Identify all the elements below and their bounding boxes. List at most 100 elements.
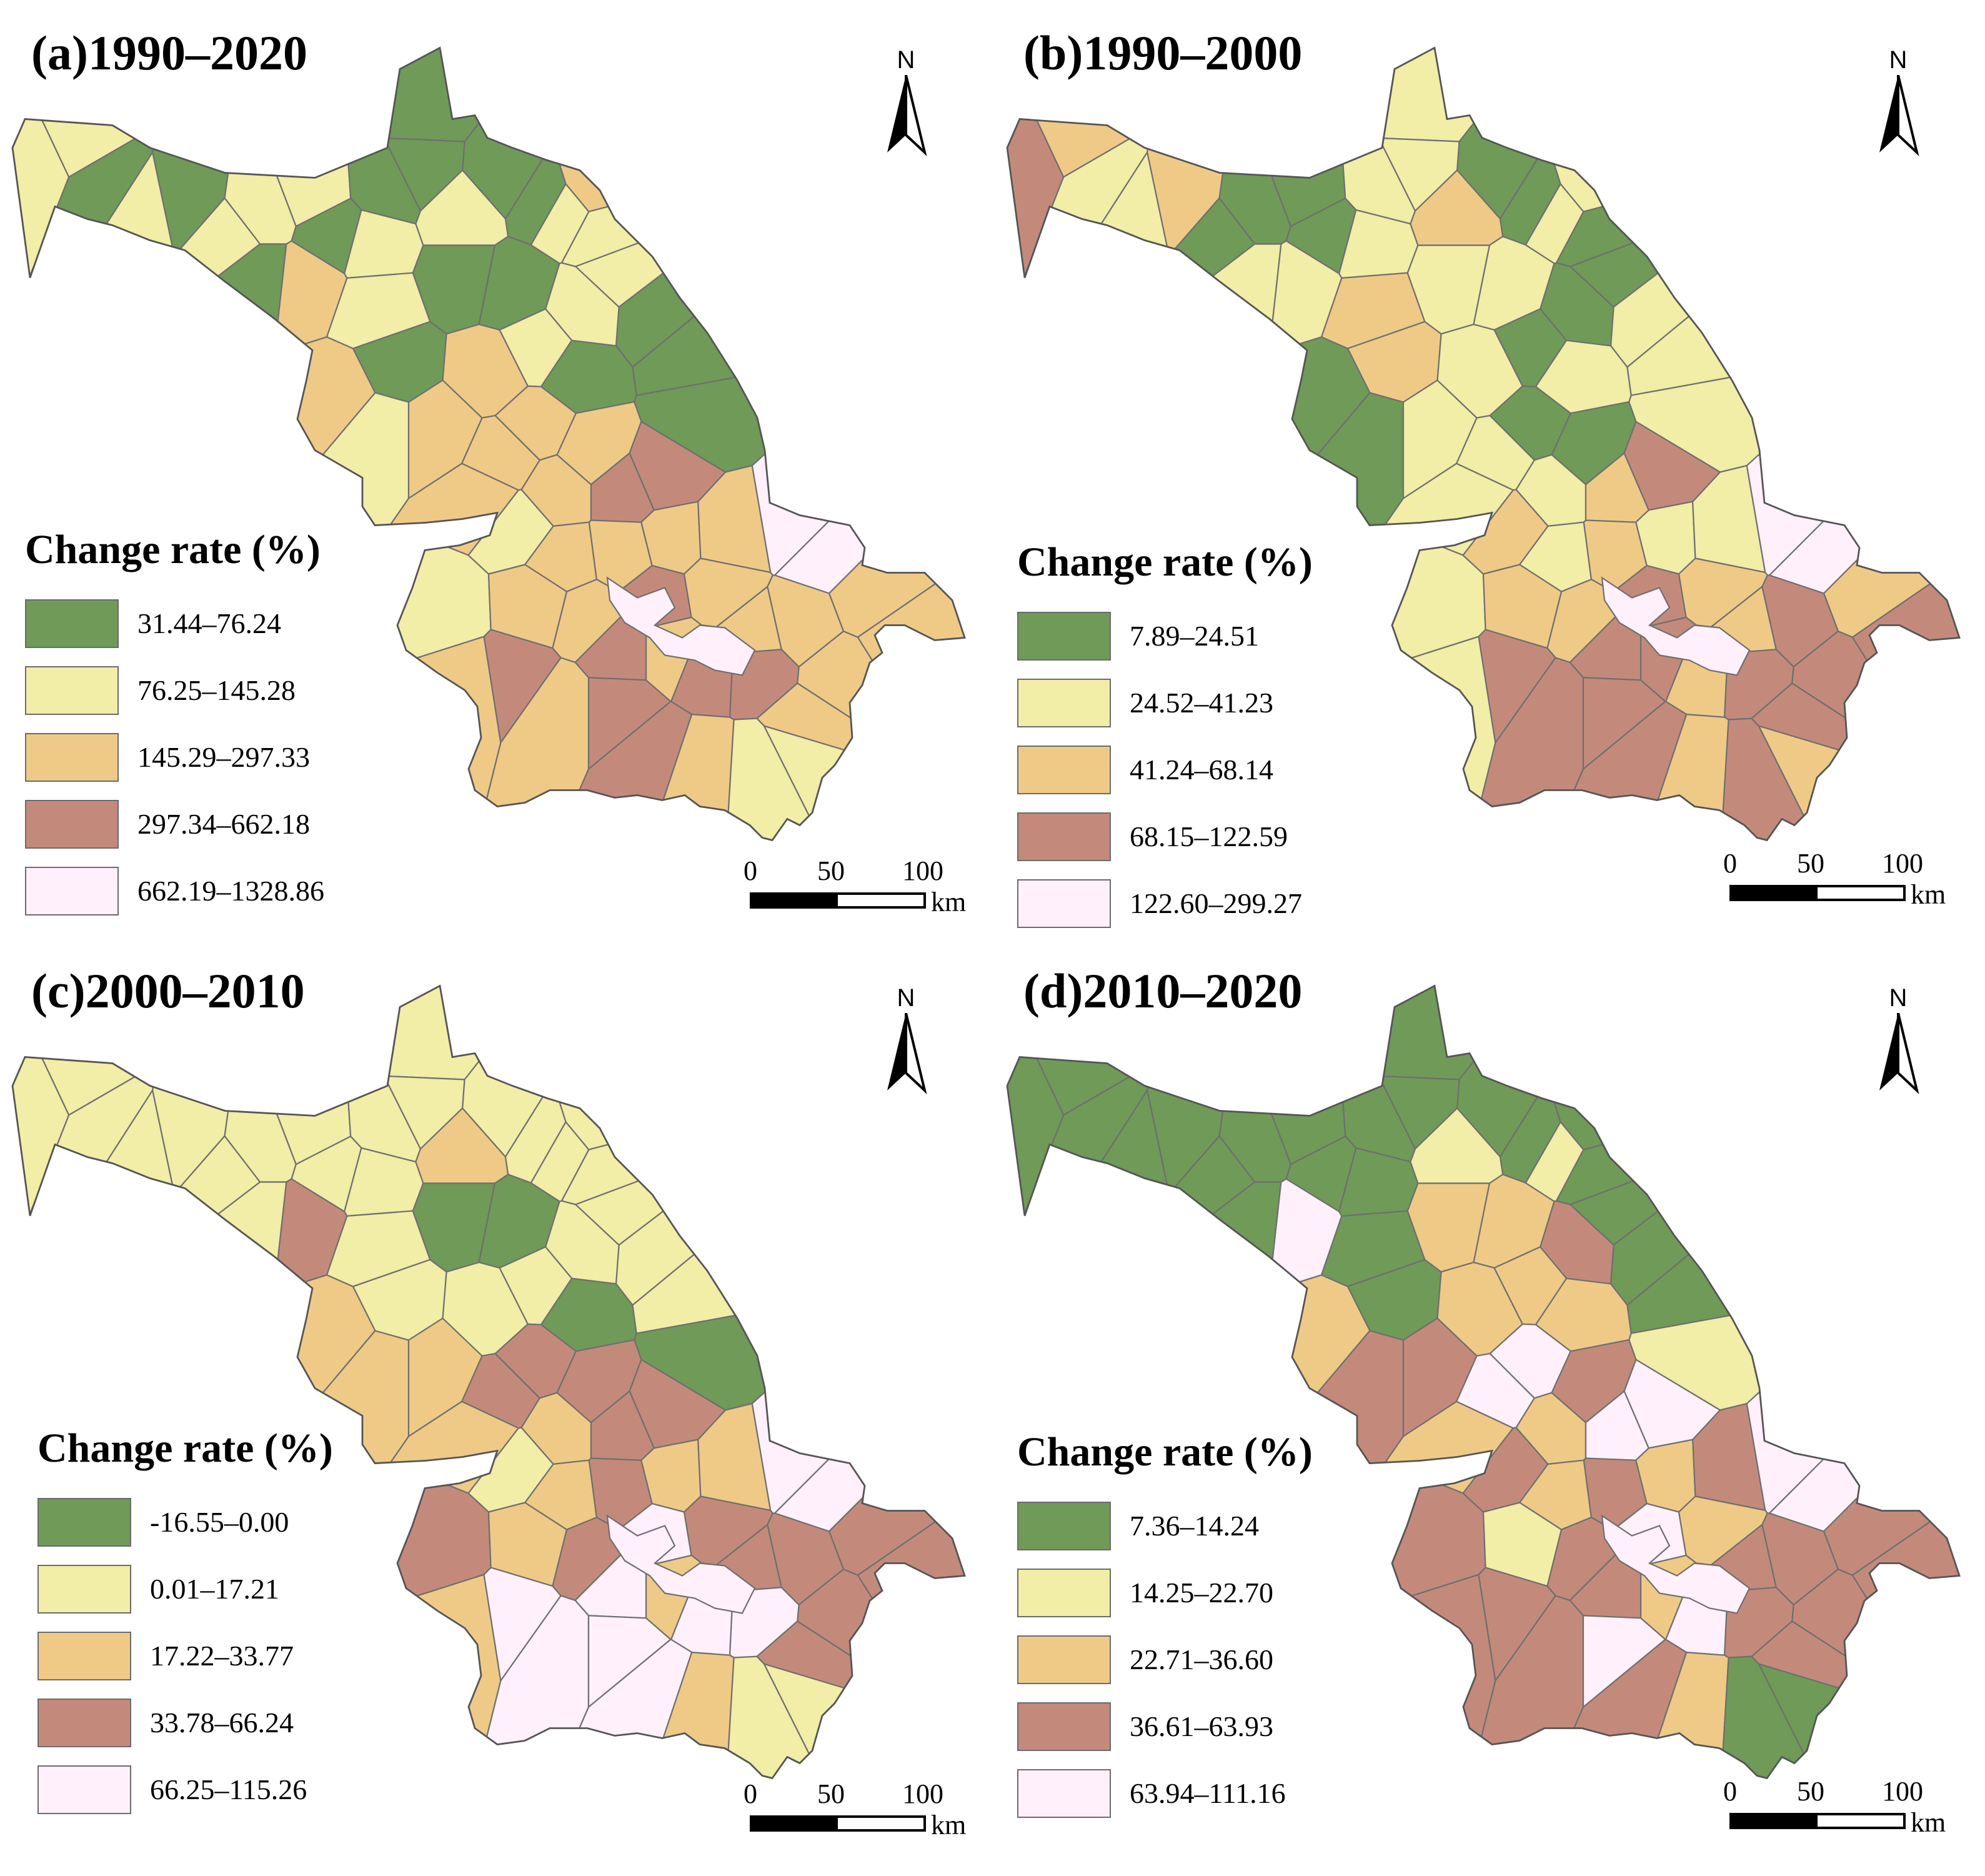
scale-tick: 50 (1797, 848, 1824, 879)
panel-title: (b)1990–2000 (1023, 26, 1303, 80)
legend-label: 31.44–76.24 (137, 607, 281, 639)
legend-swatch (1017, 1769, 1111, 1818)
north-arrow-icon: N (881, 46, 931, 156)
legend-swatch (1017, 611, 1111, 661)
scale-unit: km (1911, 879, 1946, 910)
legend-swatch (37, 1698, 131, 1747)
choropleth-map (11, 984, 966, 1780)
county-region (544, 262, 620, 347)
county-region (1626, 1017, 1959, 1334)
county-region (275, 985, 558, 1080)
province-outline (11, 984, 966, 1780)
scale-tick: 0 (1723, 848, 1737, 879)
north-label: N (897, 46, 915, 74)
legend-item: 33.78–66.24 (37, 1689, 333, 1756)
county-region (1746, 276, 1959, 576)
county-region (1539, 1200, 1614, 1285)
scale-unit: km (931, 1810, 967, 1840)
legend-label: 662.19–1328.86 (137, 875, 324, 907)
legend-swatch (25, 666, 119, 715)
scale-tick: 100 (902, 1779, 943, 1809)
scale-bar: 0 50 100 km (744, 1778, 981, 1853)
panel-title: (a)1990–2020 (31, 26, 307, 80)
map-panel: (d)2010–2020 N Change rate (%) 7.36–14.24 14… (992, 938, 1984, 1876)
legend-item: 17.22–33.77 (37, 1622, 333, 1689)
province-outline (1006, 984, 1961, 1780)
legend-item: 36.61–63.93 (1017, 1693, 1313, 1760)
legend-title: Change rate (%) (25, 527, 321, 572)
legend-swatch (37, 1564, 131, 1614)
county-region (751, 276, 965, 576)
county-region (1768, 361, 1959, 594)
legend-label: 297.34–662.18 (137, 808, 310, 840)
county-region (773, 361, 965, 594)
map-panel: (c)2000–2010 N Change rate (%) -16.55–0.00 0… (0, 938, 992, 1876)
county-region (52, 243, 287, 507)
scale-bar: 0 50 100 km (744, 855, 981, 930)
county-region (1746, 1214, 1959, 1514)
legend-label: 14.25–22.70 (1130, 1577, 1273, 1609)
county-region (275, 47, 558, 142)
map-panel: (b)1990–2000 N Change rate (%) 7.89–24.51 24… (992, 0, 1984, 938)
scale-tick: 100 (902, 856, 943, 886)
legend-item: 22.71–36.60 (1017, 1626, 1313, 1693)
lake-region (606, 1514, 756, 1614)
north-label: N (1889, 46, 1908, 74)
legend-label: 122.60–299.27 (1130, 887, 1302, 919)
county-region (544, 1200, 620, 1285)
legend-label: 63.94–111.16 (1130, 1777, 1286, 1809)
choropleth-map (1006, 46, 1961, 842)
legend-swatch (25, 599, 119, 648)
legend-swatch (37, 1765, 131, 1814)
scale-unit: km (931, 887, 967, 917)
scale-unit: km (1911, 1807, 1946, 1838)
legend-label: 22.71–36.60 (1130, 1644, 1273, 1675)
legend-label: 24.52–41.23 (1130, 687, 1273, 719)
lake-region (1601, 576, 1751, 676)
scale-tick: 0 (744, 856, 757, 886)
lake-region (606, 576, 756, 676)
county-region (1270, 47, 1553, 142)
legend-label: 68.15–122.59 (1130, 821, 1288, 852)
scale-tick: 100 (1882, 1776, 1923, 1807)
legend-label: 41.24–68.14 (1130, 754, 1273, 786)
legend-title: Change rate (%) (1017, 539, 1313, 585)
legend-item: 63.94–111.16 (1017, 1760, 1313, 1827)
legend-item: 662.19–1328.86 (25, 857, 324, 924)
county-region (632, 1017, 965, 1334)
county-region (1047, 1181, 1282, 1445)
county-region (52, 1181, 287, 1445)
province-outline (1006, 46, 1961, 842)
county-region (1047, 243, 1282, 507)
legend-item: 14.25–22.70 (1017, 1559, 1313, 1626)
county-region (751, 1214, 965, 1514)
legend-swatch (37, 1631, 131, 1680)
legend-label: 7.36–14.24 (1130, 1510, 1259, 1542)
legend-label: 17.22–33.77 (150, 1640, 294, 1672)
legend-label: 33.78–66.24 (150, 1707, 294, 1739)
north-arrow-icon: N (881, 984, 931, 1094)
scale-bar-graphic (750, 1815, 926, 1832)
panel-title: (c)2000–2010 (31, 964, 305, 1018)
legend-item: 24.52–41.23 (1017, 669, 1313, 736)
legend-swatch (1017, 879, 1111, 928)
legend-item: 297.34–662.18 (25, 791, 324, 857)
county-region (1626, 79, 1959, 396)
county-region (773, 1299, 965, 1532)
legend-item: 76.25–145.28 (25, 657, 324, 724)
legend-label: 7.89–24.51 (1130, 620, 1259, 652)
county-region (1768, 1299, 1959, 1532)
legend-item: 145.29–297.33 (25, 724, 324, 791)
legend-swatch (37, 1497, 131, 1547)
scale-tick: 50 (817, 856, 845, 886)
north-label: N (1889, 984, 1908, 1012)
scale-bar: 0 50 100 km (1723, 1775, 1961, 1850)
province-outline (11, 46, 966, 842)
north-label: N (897, 984, 915, 1012)
map-panel: (a)1990–2020 N Change rate (%) 31.44–76.24 7… (0, 0, 992, 938)
scale-tick: 0 (1723, 1776, 1737, 1807)
legend-item: -16.55–0.00 (37, 1489, 333, 1555)
scale-tick: 50 (817, 1779, 845, 1809)
legend-label: 36.61–63.93 (1130, 1710, 1273, 1742)
legend-swatch (25, 866, 119, 916)
